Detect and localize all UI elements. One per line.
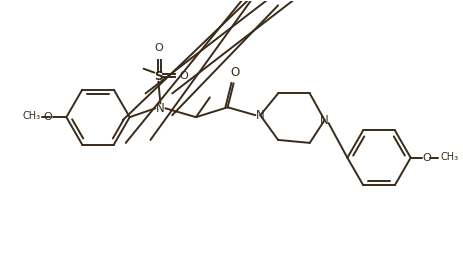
Text: N: N <box>256 109 264 122</box>
Text: N: N <box>156 102 164 115</box>
Text: S: S <box>154 70 163 83</box>
Text: O: O <box>154 43 163 53</box>
Text: O: O <box>422 153 431 163</box>
Text: CH₃: CH₃ <box>22 111 41 121</box>
Text: O: O <box>230 65 239 78</box>
Text: O: O <box>44 112 52 122</box>
Text: CH₃: CH₃ <box>439 152 457 162</box>
Text: O: O <box>179 70 188 81</box>
Text: N: N <box>319 114 328 127</box>
